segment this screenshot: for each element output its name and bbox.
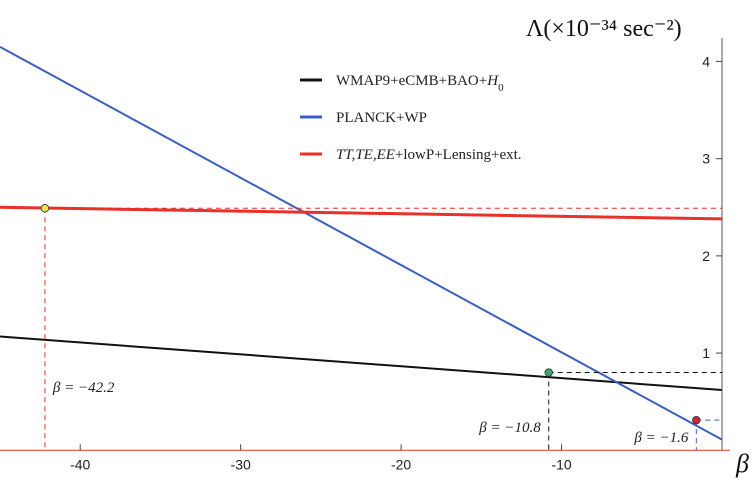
legend: WMAP9+eCMB+BAO+H0 PLANCK+WP TT,TE,EE+lowP+… <box>300 73 522 163</box>
series-line <box>0 46 723 441</box>
x-axis-label: β <box>735 449 749 478</box>
series-line <box>0 335 723 392</box>
x-tick-label: -30 <box>231 456 251 472</box>
legend-entry: TT,TE,EE+lowP+Lensing+ext. <box>336 147 522 163</box>
y-axis-label: Λ(×10⁻³⁴ sec⁻²) <box>526 16 682 42</box>
legend-entry: PLANCK+WP <box>336 110 427 126</box>
y-tick-label: 4 <box>702 53 710 69</box>
marker-label: β = −1.6 <box>633 430 688 446</box>
x-tick-label: -10 <box>551 456 571 472</box>
marker-point <box>544 368 553 377</box>
x-tick-label: -20 <box>391 456 411 472</box>
x-tick-label: -40 <box>70 456 90 472</box>
marker-label: β = −42.2 <box>52 380 115 396</box>
ticks: -40 -30 -20 -10 1 2 3 4 <box>70 53 722 472</box>
series-line <box>0 205 723 221</box>
marker-point <box>692 415 701 425</box>
y-tick-label: 3 <box>702 151 710 167</box>
marker-label: β = −10.8 <box>478 420 541 436</box>
plot-lines <box>0 46 723 441</box>
y-tick-label: 1 <box>702 345 710 361</box>
marker-point <box>40 204 50 213</box>
legend-entry: WMAP9+eCMB+BAO+H0 <box>336 73 504 94</box>
markers: β = −42.2 β = −10.8 β = −1.6 <box>40 204 722 451</box>
axes <box>0 38 730 451</box>
y-tick-label: 2 <box>702 248 710 264</box>
